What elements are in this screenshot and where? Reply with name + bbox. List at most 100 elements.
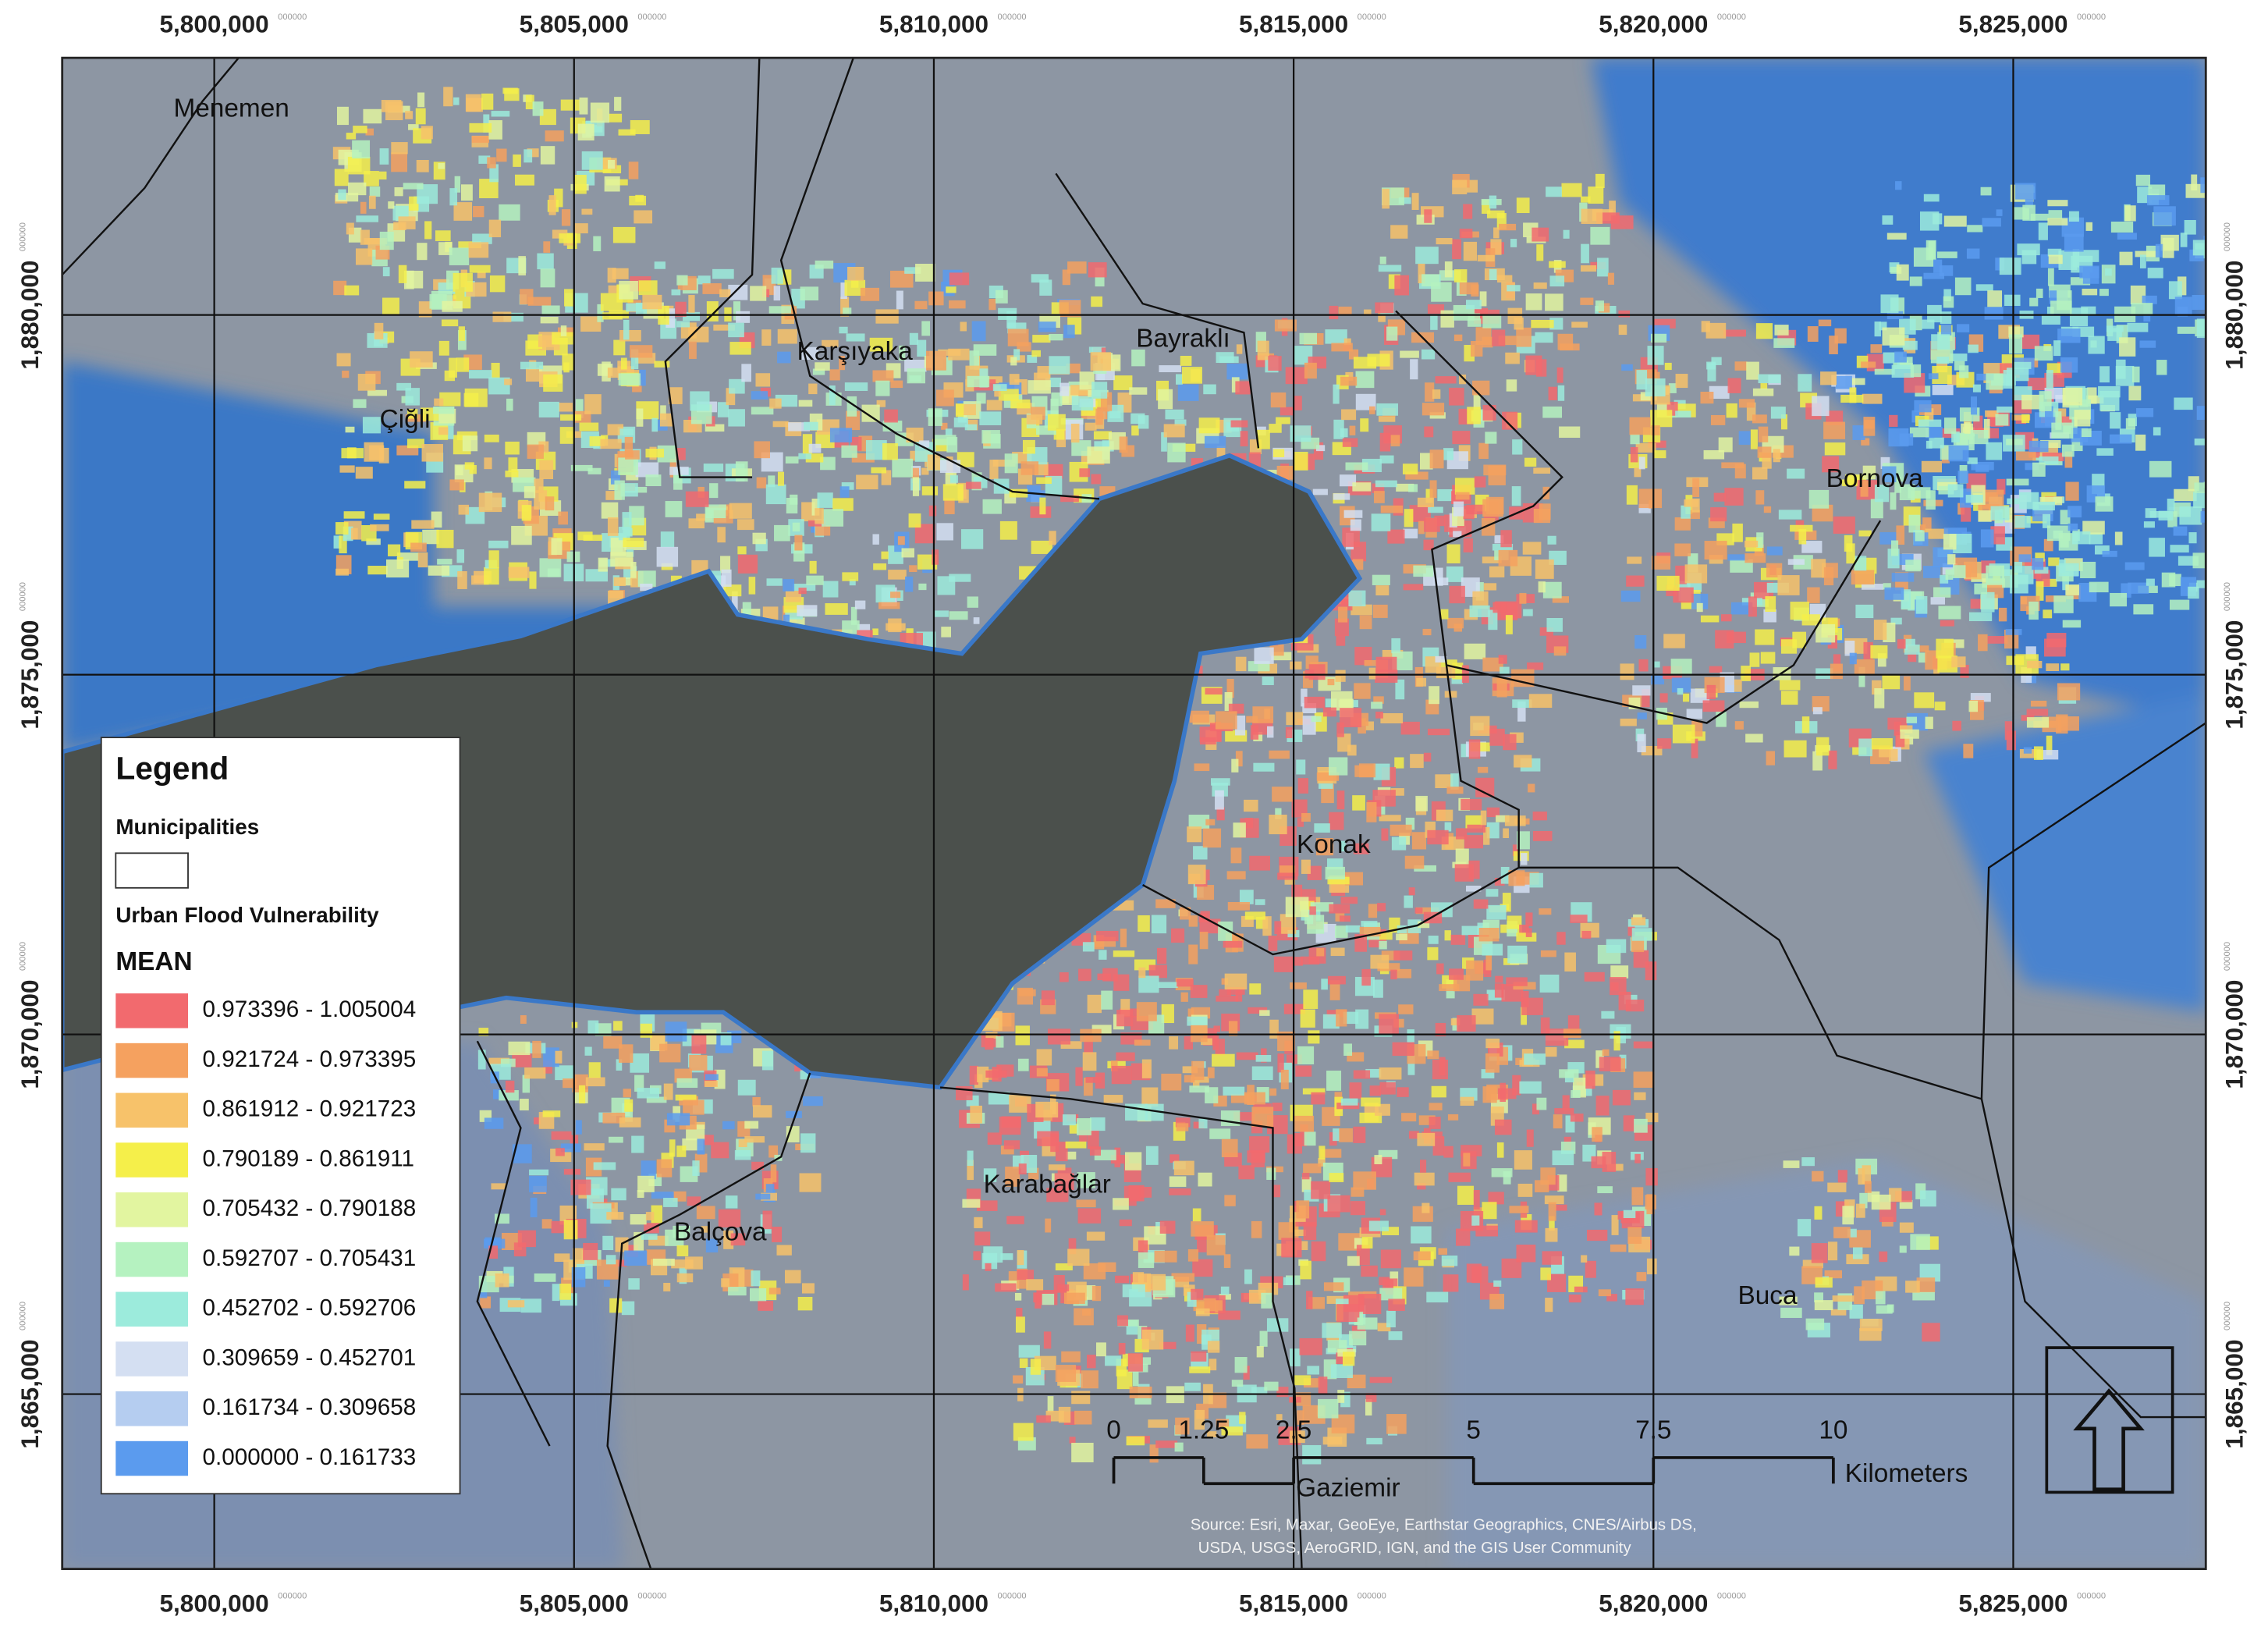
raster-cell <box>1004 453 1018 474</box>
raster-cell <box>1700 615 1720 623</box>
y-tick-label: 1,865,000 <box>2220 1340 2248 1449</box>
raster-cell <box>2132 366 2140 383</box>
raster-cell <box>928 408 942 426</box>
raster-cell <box>1613 1031 1620 1051</box>
raster-cell <box>1082 1309 1091 1316</box>
raster-cell <box>1081 1370 1099 1389</box>
raster-cell <box>1483 583 1497 591</box>
raster-cell <box>1051 392 1063 407</box>
raster-cell <box>843 307 852 315</box>
raster-cell <box>356 215 379 222</box>
raster-cell <box>919 440 930 448</box>
raster-cell <box>1414 1172 1435 1186</box>
raster-cell <box>1046 1079 1059 1092</box>
raster-cell <box>1820 371 1837 385</box>
raster-cell <box>1705 322 1727 339</box>
raster-cell <box>738 1139 747 1148</box>
raster-cell <box>363 108 382 124</box>
raster-cell <box>1316 948 1325 957</box>
raster-cell <box>987 1132 1002 1145</box>
raster-cell <box>1498 336 1521 346</box>
raster-cell <box>1114 1147 1121 1167</box>
raster-cell <box>2048 210 2063 219</box>
raster-cell <box>1318 1398 1339 1419</box>
raster-cell <box>2194 438 2206 446</box>
raster-cell <box>1031 540 1052 554</box>
raster-cell <box>1581 196 1591 203</box>
raster-cell <box>808 383 818 395</box>
raster-cell <box>1084 1078 1093 1096</box>
tick-suffix: 000000 <box>19 1302 28 1330</box>
raster-cell <box>1427 829 1449 845</box>
raster-cell <box>1145 1146 1159 1165</box>
raster-cell <box>1250 725 1259 740</box>
scale-label: 5 <box>1466 1416 1481 1444</box>
raster-cell <box>1546 618 1563 632</box>
raster-cell <box>1473 993 1489 1006</box>
raster-cell <box>1090 352 1112 371</box>
raster-cell <box>908 513 921 528</box>
raster-cell <box>1015 1316 1025 1333</box>
raster-cell <box>1967 225 1983 233</box>
raster-cell <box>1811 559 1826 578</box>
raster-cell <box>1262 677 1274 685</box>
raster-cell <box>1855 1203 1865 1218</box>
raster-cell <box>1410 754 1424 769</box>
raster-cell <box>918 583 927 591</box>
raster-cell <box>2043 538 2053 552</box>
raster-cell <box>1923 272 1945 279</box>
raster-cell <box>1653 661 1660 668</box>
raster-cell <box>1533 508 1550 524</box>
raster-cell <box>1540 950 1556 957</box>
raster-cell <box>773 286 781 301</box>
raster-cell <box>396 382 411 391</box>
north-arrow-box <box>2045 1346 2174 1494</box>
raster-cell <box>948 348 970 361</box>
raster-cell <box>1638 456 1645 470</box>
raster-cell <box>1521 997 1543 1015</box>
raster-cell <box>1964 422 1971 434</box>
raster-cell <box>882 443 898 460</box>
raster-cell <box>1890 540 1899 556</box>
raster-cell <box>572 1248 584 1262</box>
raster-cell <box>1184 1075 1195 1083</box>
raster-cell <box>1378 416 1396 422</box>
raster-cell <box>1818 319 1832 327</box>
raster-cell <box>1191 1288 1204 1300</box>
raster-cell <box>1336 1103 1360 1110</box>
raster-cell <box>2110 221 2134 233</box>
raster-cell <box>603 1280 610 1287</box>
raster-cell <box>921 467 929 475</box>
raster-cell <box>736 311 751 323</box>
raster-cell <box>561 209 571 226</box>
raster-cell <box>575 399 584 418</box>
raster-cell <box>2188 586 2199 599</box>
raster-cell <box>1934 702 1946 711</box>
raster-cell <box>1336 790 1345 810</box>
raster-cell <box>1482 517 1496 536</box>
raster-cell <box>577 531 593 541</box>
raster-cell <box>1886 233 1907 240</box>
place-label: Çiğli <box>380 405 431 434</box>
raster-cell <box>2064 451 2073 468</box>
raster-cell <box>925 350 946 371</box>
raster-cell <box>1129 1386 1152 1398</box>
scale-label: 10 <box>1819 1416 1847 1444</box>
raster-cell <box>1752 414 1767 424</box>
raster-cell <box>2082 288 2098 296</box>
raster-cell <box>832 498 854 511</box>
raster-cell <box>876 400 886 407</box>
raster-cell <box>2153 427 2161 436</box>
raster-cell <box>1446 566 1464 582</box>
raster-cell <box>1394 275 1409 296</box>
raster-cell <box>1429 449 1444 469</box>
raster-cell <box>532 1040 541 1058</box>
raster-cell <box>1908 514 1920 533</box>
raster-cell <box>1905 559 1921 572</box>
raster-cell <box>2099 289 2109 297</box>
raster-cell <box>671 289 681 296</box>
raster-cell <box>1219 989 1231 996</box>
raster-cell <box>652 1258 675 1266</box>
raster-cell <box>1673 587 1694 603</box>
